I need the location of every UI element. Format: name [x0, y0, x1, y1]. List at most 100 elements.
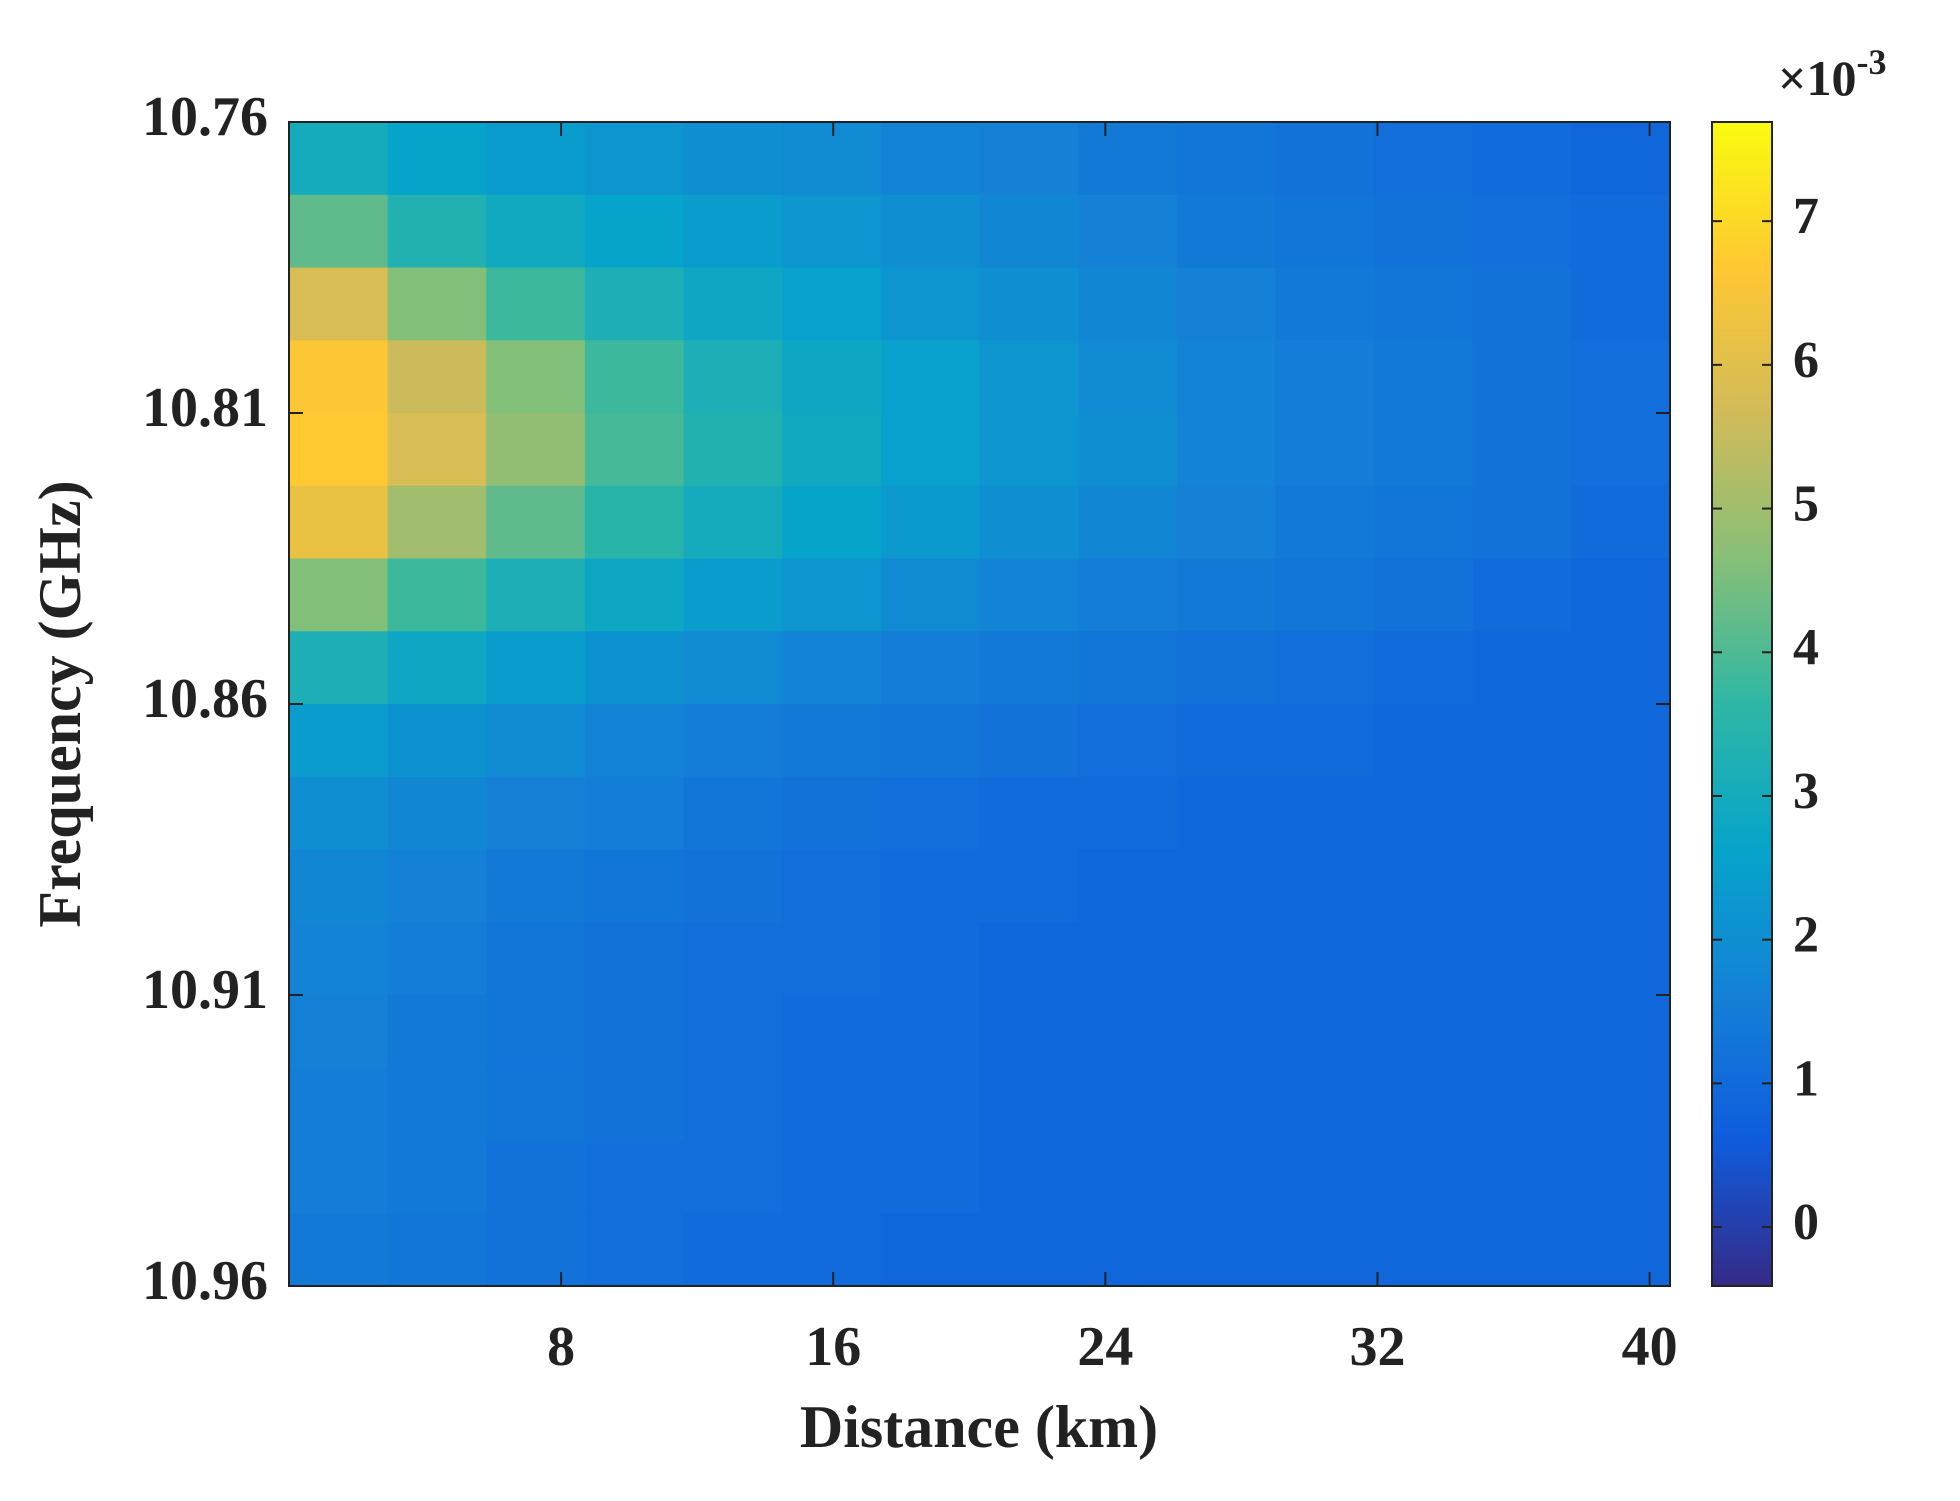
heatmap-cell	[1571, 485, 1671, 559]
heatmap-cell	[289, 849, 389, 923]
x-axis-label: Distance (km)	[800, 1394, 1158, 1460]
heatmap-cell	[1176, 776, 1276, 850]
heatmap-cell	[880, 194, 980, 268]
heatmap-cell	[1176, 485, 1276, 559]
heatmap-cell	[979, 995, 1079, 1069]
heatmap-cell	[1078, 776, 1178, 850]
heatmap-cell	[1472, 194, 1572, 268]
heatmap-cell	[683, 1140, 783, 1214]
heatmap-cell	[289, 413, 389, 487]
heatmap-cell	[584, 995, 685, 1069]
heatmap-cell	[584, 340, 685, 414]
colorbar-tick-label: 0	[1793, 1194, 1819, 1251]
heatmap-cell	[387, 340, 487, 414]
heatmap-cell	[387, 558, 487, 632]
y-tick-label: 10.81	[142, 377, 268, 439]
colorbar-tick-label: 2	[1793, 907, 1819, 964]
heatmap-cell	[1176, 1213, 1276, 1287]
heatmap-cell	[486, 704, 586, 778]
heatmap-cell	[1472, 122, 1572, 196]
heatmap-cell	[1374, 1213, 1474, 1287]
heatmap-cell	[880, 1067, 980, 1141]
heatmap-cell	[1374, 1067, 1474, 1141]
heatmap-cell	[584, 122, 685, 196]
heatmap-cell	[1472, 995, 1572, 1069]
heatmap-cell	[289, 340, 389, 414]
heatmap-cell	[1374, 413, 1474, 487]
heatmap-cell	[880, 1140, 980, 1214]
heatmap-cell	[1275, 1140, 1375, 1214]
heatmap-cell	[584, 631, 685, 705]
heatmap-cell	[1176, 922, 1276, 996]
heatmap-cell	[1176, 1067, 1276, 1141]
heatmap-cell	[387, 995, 487, 1069]
heatmap-cell	[1078, 1140, 1178, 1214]
heatmap-cell	[584, 922, 685, 996]
heatmap-cell	[387, 485, 487, 559]
heatmap-cell	[584, 849, 685, 923]
x-tick-label: 24	[1077, 1316, 1133, 1378]
heatmap-cell	[1472, 704, 1572, 778]
y-tick-label: 10.91	[142, 959, 268, 1021]
colorbar-tick-label: 7	[1793, 188, 1819, 245]
heatmap-cell	[1472, 1067, 1572, 1141]
heatmap-cell	[1374, 558, 1474, 632]
heatmap-cell	[387, 1140, 487, 1214]
colorbar-multiplier: ×10-3	[1778, 42, 1887, 106]
heatmap-cell	[1275, 1067, 1375, 1141]
heatmap-cell	[1472, 922, 1572, 996]
heatmap-cell	[683, 485, 783, 559]
heatmap-cell	[584, 413, 685, 487]
heatmap-cell	[1078, 340, 1178, 414]
heatmap-cell	[486, 267, 586, 341]
heatmap-cell	[782, 1213, 882, 1287]
heatmap-cell	[782, 849, 882, 923]
heatmap-cell	[683, 122, 783, 196]
heatmap-cell	[486, 1067, 586, 1141]
heatmap-cell	[1571, 849, 1671, 923]
heatmap-cell	[289, 194, 389, 268]
heatmap-cell	[486, 558, 586, 632]
heatmap-cell	[387, 1213, 487, 1287]
heatmap-cell	[584, 194, 685, 268]
heatmap-cell	[979, 1140, 1079, 1214]
heatmap-cell	[1176, 995, 1276, 1069]
heatmap-cell	[1472, 1140, 1572, 1214]
y-axis-label: Frequency (GHz)	[27, 480, 93, 927]
heatmap-cell	[880, 267, 980, 341]
heatmap-cell	[782, 558, 882, 632]
heatmap-cell	[880, 776, 980, 850]
heatmap-cell	[584, 558, 685, 632]
heatmap-cell	[1275, 558, 1375, 632]
heatmap-cell	[683, 558, 783, 632]
heatmap-cell	[979, 922, 1079, 996]
heatmap-cell	[289, 995, 389, 1069]
heatmap-cell	[1472, 340, 1572, 414]
colorbar-tick-label: 1	[1793, 1050, 1819, 1107]
heatmap-cell	[1571, 776, 1671, 850]
heatmap-cell	[1176, 849, 1276, 923]
heatmap-cell	[289, 558, 389, 632]
heatmap-cell	[1374, 631, 1474, 705]
heatmap-cell	[880, 631, 980, 705]
heatmap-cell	[1374, 267, 1474, 341]
heatmap-cell	[486, 776, 586, 850]
heatmap-cell	[1472, 776, 1572, 850]
heatmap-cell	[1275, 194, 1375, 268]
heatmap-cell	[1571, 267, 1671, 341]
heatmap-cell	[289, 776, 389, 850]
heatmap-cell	[782, 485, 882, 559]
heatmap-cell	[979, 776, 1079, 850]
heatmap-cell	[1078, 704, 1178, 778]
heatmap-cell	[1078, 1213, 1178, 1287]
heatmap-cell	[683, 922, 783, 996]
heatmap-cell	[486, 995, 586, 1069]
y-tick-label: 10.76	[142, 86, 268, 148]
heatmap-cell	[683, 194, 783, 268]
heatmap-cell	[584, 1140, 685, 1214]
heatmap-cell	[979, 340, 1079, 414]
heatmap-cell	[1275, 413, 1375, 487]
heatmap-cell	[289, 704, 389, 778]
heatmap-cell	[1374, 1140, 1474, 1214]
heatmap-cell	[1176, 631, 1276, 705]
